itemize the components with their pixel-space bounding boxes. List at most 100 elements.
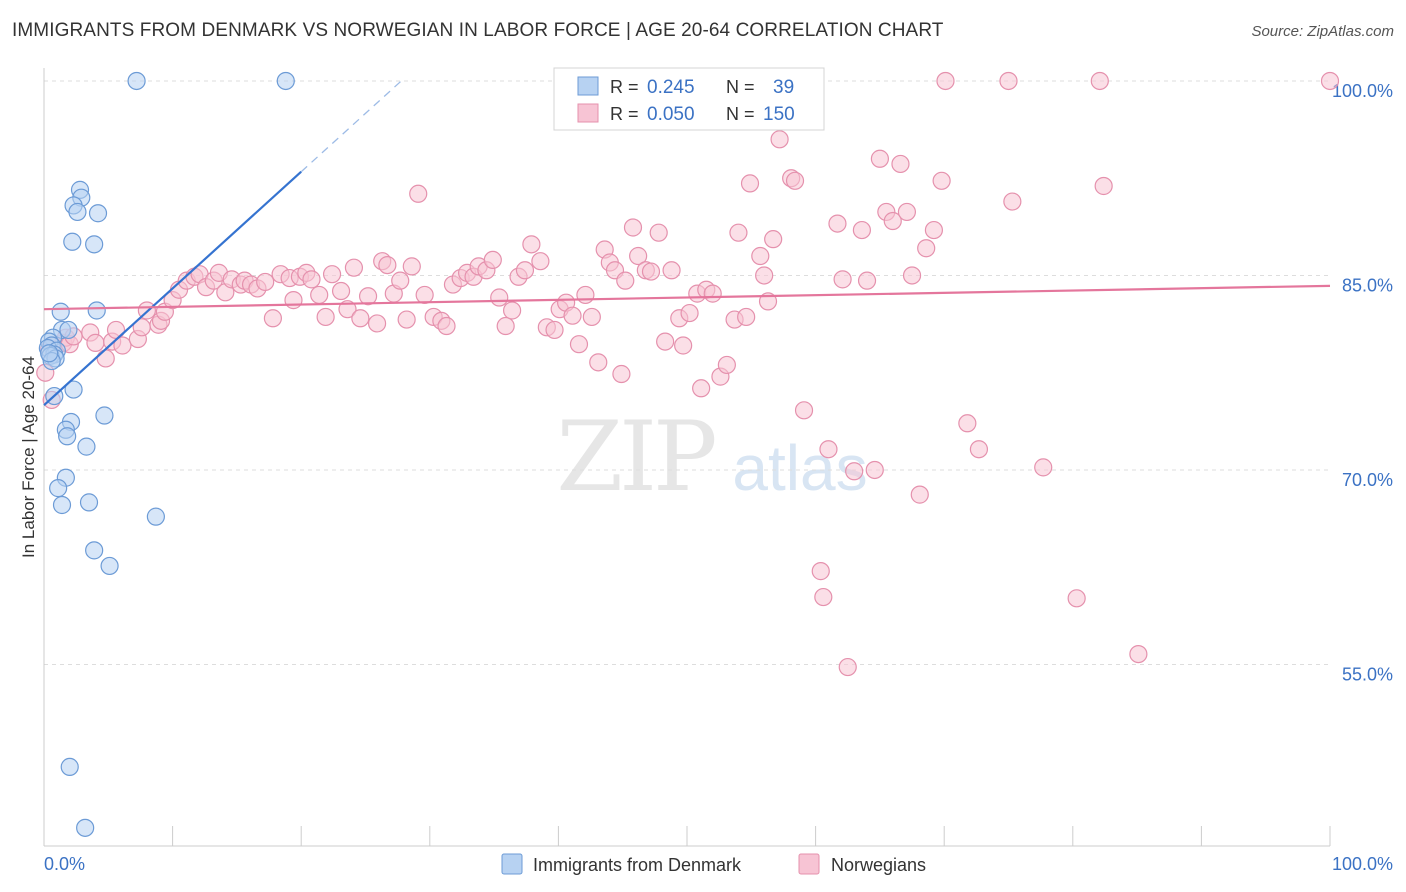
norwegians-point (674, 336, 693, 355)
norwegians-point (828, 214, 847, 233)
norwegians-point (1094, 176, 1113, 196)
norwegians-point (865, 460, 884, 480)
y-tick-labels: 55.0% 70.0% 85.0% 100.0% (1332, 81, 1393, 685)
norwegians-point (391, 271, 410, 290)
norwegians-point (740, 174, 760, 193)
legend-denmark-label[interactable]: Immigrants from Denmark (533, 855, 742, 875)
norwegians-point (770, 130, 789, 149)
norwegians-trend-line (43, 284, 1331, 311)
norwegians-point (662, 261, 681, 280)
y-axis-label: In Labor Force | Age 20-64 (19, 356, 38, 558)
norwegians-point (490, 288, 509, 307)
norwegians-point (958, 414, 977, 433)
norwegians-point (649, 223, 668, 242)
norwegians-point (751, 246, 770, 266)
norwegians-point (1067, 589, 1086, 608)
norwegians-point (819, 440, 838, 459)
norwegians-point (563, 306, 582, 325)
denmark-point (100, 556, 119, 576)
axes (43, 68, 1331, 847)
norwegians-point (924, 220, 944, 240)
series-legend: Immigrants from Denmark Norwegians (501, 853, 926, 875)
norwegians-point (641, 262, 661, 281)
norwegians-point (833, 270, 852, 289)
denmark-n-value: 39 (773, 77, 794, 98)
norwegians-point (883, 211, 902, 231)
norwegians-point (629, 246, 648, 266)
norwegians-point (692, 379, 711, 398)
norwegians-n-label: N = (726, 104, 755, 124)
norwegians-point (284, 291, 303, 310)
trend-lines (43, 77, 1331, 406)
norwegians-point (531, 252, 550, 271)
norwegians-point (402, 257, 421, 276)
norwegians-point (755, 266, 774, 285)
denmark-point (87, 301, 106, 320)
denmark-point (79, 493, 99, 512)
norwegians-r-label: R = (610, 104, 639, 124)
legend-denmark-swatch-icon[interactable] (501, 853, 523, 875)
denmark-point (60, 757, 79, 777)
denmark-point (49, 479, 68, 498)
norwegians-point (814, 587, 833, 607)
norwegians-point (503, 301, 522, 320)
norwegians-point (969, 440, 989, 459)
stats-legend-box (553, 67, 825, 131)
norwegians-point (351, 309, 370, 328)
source-credit: Source: ZipAtlas.com (1251, 23, 1394, 40)
norwegians-point (897, 202, 917, 222)
denmark-points (38, 71, 295, 837)
norwegians-point (891, 154, 910, 174)
norwegians-point (344, 258, 364, 277)
norwegians-point (623, 218, 643, 237)
norwegians-point (576, 285, 595, 305)
norwegians-point (263, 309, 283, 328)
stats-legend: R = 0.245 N = 39 R = 0.050 N = 150 (553, 67, 825, 131)
watermark-atlas: atlas (732, 432, 867, 504)
norwegians-n-value: 150 (763, 104, 795, 125)
norwegians-point (616, 271, 635, 290)
denmark-r-label: R = (610, 77, 639, 97)
denmark-swatch-icon (577, 76, 599, 96)
norwegians-point (870, 149, 890, 168)
denmark-trend-line (43, 170, 302, 406)
norwegians-point (310, 285, 329, 305)
norwegians-point (811, 562, 830, 581)
x-tick-labels: 0.0% 100.0% (44, 854, 1393, 874)
denmark-point (40, 344, 59, 363)
norwegians-point (612, 364, 631, 384)
norwegians-point (589, 353, 608, 372)
y-tick-label: 55.0% (1342, 664, 1393, 684)
norwegians-r-value: 0.050 (647, 104, 695, 125)
gridlines (44, 80, 1330, 665)
norwegians-swatch-icon (577, 103, 599, 123)
denmark-point (76, 818, 95, 837)
norwegians-point (113, 336, 132, 355)
norwegians-point (917, 239, 936, 258)
norwegians-point (302, 270, 321, 289)
denmark-point (95, 406, 114, 425)
norwegians-point (785, 171, 805, 190)
x-tick-label-max: 100.0% (1332, 854, 1393, 874)
norwegians-point (838, 657, 857, 677)
norwegians-point (680, 303, 699, 323)
norwegians-point (358, 287, 378, 306)
norwegians-point (1003, 192, 1022, 211)
denmark-point (85, 541, 104, 560)
norwegians-point (338, 300, 357, 319)
norwegians-point (656, 332, 675, 351)
norwegians-point (902, 266, 922, 285)
norwegians-point (367, 314, 387, 333)
denmark-point (58, 427, 77, 446)
norwegians-point (1090, 71, 1109, 91)
y-tick-label: 100.0% (1332, 81, 1393, 101)
norwegians-point (96, 349, 115, 368)
legend-norwegians-label[interactable]: Norwegians (831, 855, 926, 875)
norwegians-point (932, 171, 951, 190)
norwegians-point (1129, 644, 1148, 664)
legend-norwegians-swatch-icon[interactable] (798, 853, 820, 875)
norwegians-point (409, 184, 428, 203)
norwegians-point (437, 316, 456, 336)
denmark-point (276, 71, 295, 91)
denmark-point (77, 437, 96, 456)
